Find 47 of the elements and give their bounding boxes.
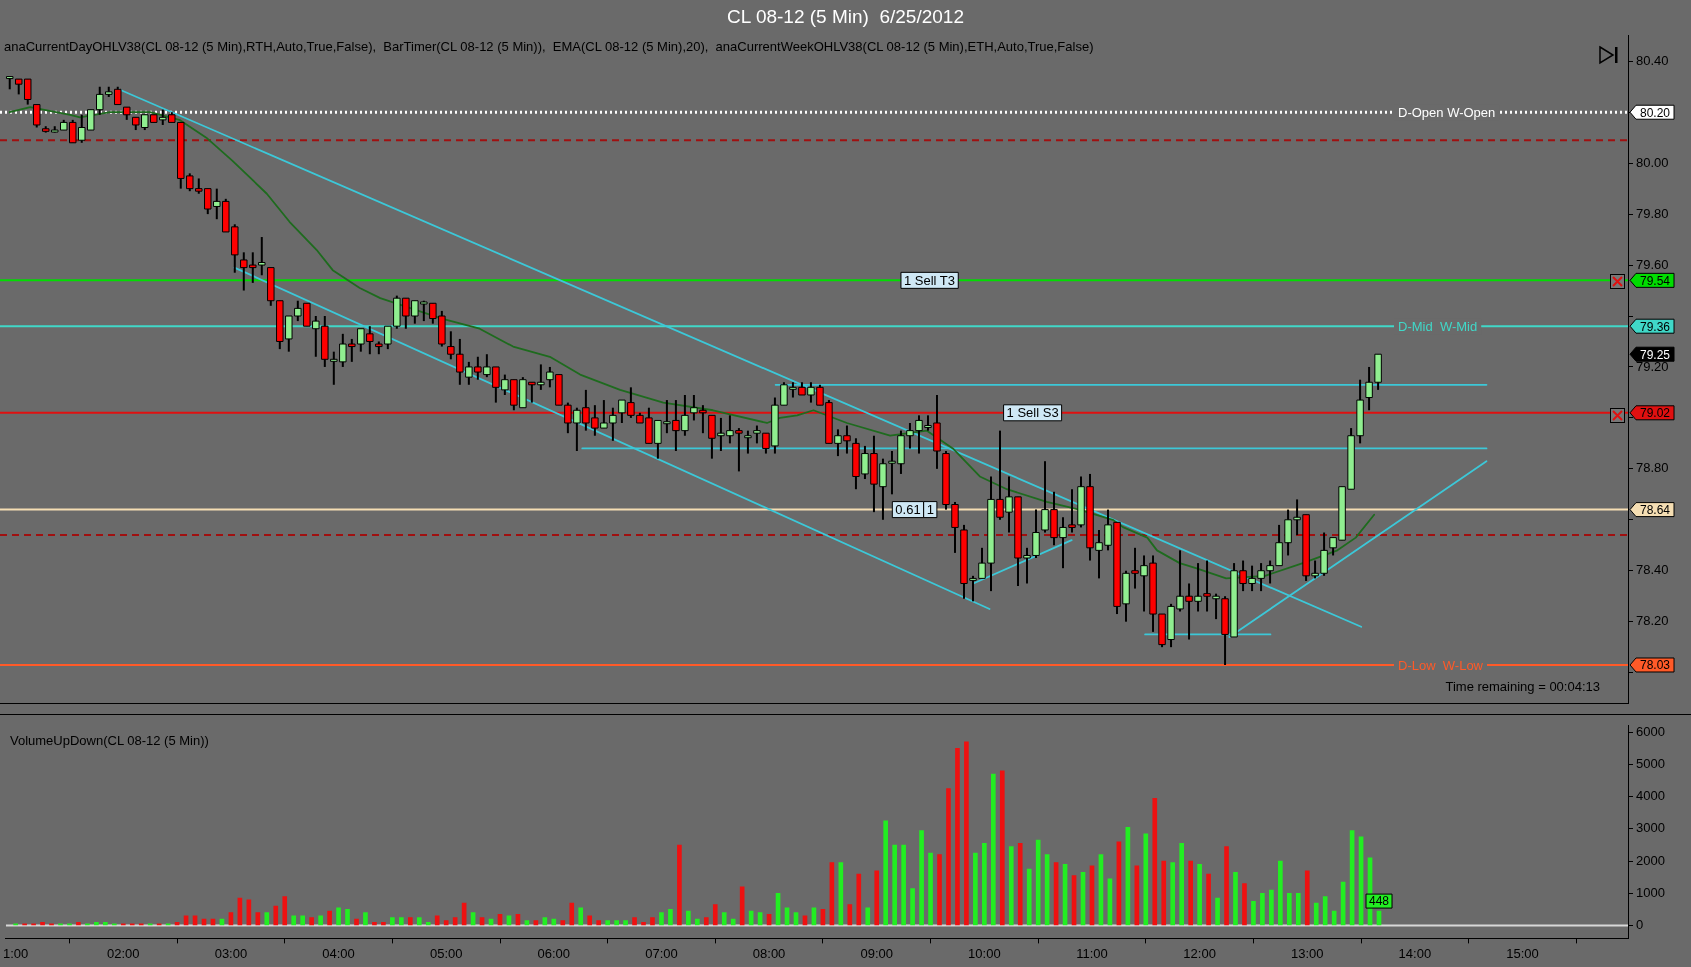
annotation: 79.36: [1640, 319, 1671, 334]
x-tick-label: 11:00: [1076, 945, 1108, 961]
y-tick-label: 1000: [1636, 884, 1665, 900]
y-tick-label: 78.40: [1636, 562, 1669, 578]
annotation: 80.20: [1640, 105, 1671, 120]
y-tick-label: 3000: [1636, 820, 1665, 836]
y-tick-label: 5000: [1636, 756, 1665, 772]
annotation: Time remaining = 00:04:13: [1445, 678, 1600, 694]
annotation: 79.02: [1640, 406, 1671, 421]
chart-title: CL 08-12 (5 Min) 6/25/2012: [727, 5, 964, 27]
ref-line-label: D-Low W-Low: [1398, 657, 1484, 673]
y-tick-label: 79.60: [1636, 256, 1669, 272]
x-tick-label: 1:00: [2, 945, 29, 961]
y-tick-label: 78.20: [1636, 613, 1669, 629]
annotation: 1 Sell T3: [903, 272, 956, 288]
x-tick-label: 04:00: [322, 945, 355, 961]
annotation: 1: [926, 502, 934, 518]
x-tick-label: 05:00: [429, 945, 463, 961]
annotation: 78.64: [1640, 502, 1671, 517]
x-tick-label: 02:00: [107, 945, 140, 961]
y-tick-label: 0: [1636, 917, 1644, 933]
x-tick-label: 08:00: [752, 945, 786, 961]
ref-line-label: D-Mid W-Mid: [1398, 318, 1478, 334]
y-tick-label: 4000: [1636, 788, 1665, 804]
data-label: 448: [1369, 894, 1390, 909]
x-tick-label: 07:00: [645, 945, 678, 961]
annotation: anaCurrentDayOHLV38(CL 08-12 (5 Min),RTH,Auto,True,False), BarTimer(CL 08-12 (5 Min)), EMA(CL 08-12 (5 Min),20), anaCurrentWeekOHLV38(CL 08-12 (5 Min),ETH,Auto,True,False): [4, 39, 1094, 55]
y-tick-label: 79.80: [1636, 205, 1669, 221]
y-tick-label: 6000: [1636, 723, 1665, 739]
y-tick-label: 2000: [1636, 852, 1665, 868]
annotation: 1 Sell S3: [1006, 405, 1059, 421]
x-tick-label: 15:00: [1506, 945, 1539, 961]
annotation: 78.03: [1640, 658, 1671, 673]
x-tick-label: 03:00: [214, 945, 248, 961]
y-tick-label: 80.00: [1636, 154, 1669, 170]
y-tick-label: 80.40: [1636, 52, 1669, 68]
x-tick-label: 10:00: [968, 945, 1001, 961]
annotation: 0.61: [895, 502, 921, 518]
x-tick-label: 13:00: [1290, 945, 1324, 961]
text: VolumeUpDown(CL 08-12 (5 Min)): [9, 733, 209, 749]
annotation: 79.54: [1640, 273, 1671, 288]
y-tick-label: 78.80: [1636, 460, 1669, 476]
x-tick-label: 12:00: [1183, 945, 1216, 961]
ref-line-label: D-Open W-Open: [1398, 104, 1496, 120]
x-tick-label: 09:00: [860, 945, 893, 961]
x-tick-label: 14:00: [1398, 945, 1432, 961]
x-tick-label: 06:00: [537, 945, 571, 961]
